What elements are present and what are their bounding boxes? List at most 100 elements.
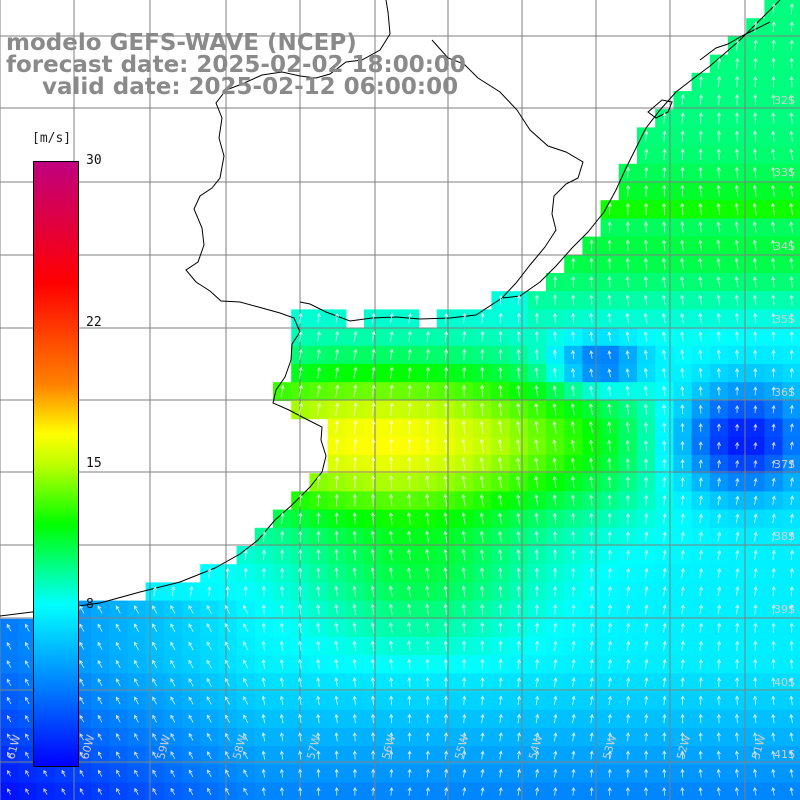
wind-arrow — [462, 384, 467, 398]
wind-speed-cell — [782, 746, 800, 765]
wind-arrow — [643, 421, 648, 433]
wind-arrow — [261, 658, 266, 669]
wind-arrow — [644, 531, 649, 542]
wind-arrow — [553, 658, 558, 670]
wind-arrow — [607, 221, 612, 233]
longitude-label: 54W — [526, 733, 545, 761]
wind-arrow — [698, 257, 703, 270]
wind-arrow — [461, 530, 466, 543]
wind-arrow — [425, 420, 430, 435]
wind-arrow — [680, 750, 685, 760]
wind-arrow — [625, 439, 630, 452]
wind-arrow — [388, 530, 393, 543]
wind-arrow — [735, 549, 740, 560]
wind-arrow — [261, 567, 266, 579]
wind-arrow — [443, 695, 448, 706]
wind-arrow — [680, 658, 685, 669]
wind-arrow — [425, 366, 430, 379]
wind-arrow — [552, 349, 557, 360]
wind-arrow — [6, 660, 12, 668]
wind-arrow — [43, 769, 48, 777]
wind-arrow — [625, 294, 630, 306]
wind-arrow — [207, 787, 212, 796]
wind-arrow — [316, 786, 321, 796]
wind-arrow — [607, 567, 612, 579]
wind-arrow — [443, 732, 449, 742]
wind-arrow — [334, 768, 339, 778]
wind-arrow — [516, 402, 521, 416]
wind-arrow — [626, 677, 631, 688]
wind-arrow — [789, 148, 794, 160]
wind-arrow — [461, 512, 466, 525]
wind-arrow — [680, 549, 685, 560]
wind-arrow — [516, 294, 521, 306]
wind-arrow — [353, 402, 358, 416]
wind-arrow — [589, 457, 594, 470]
wind-arrow — [789, 567, 794, 579]
wind-arrow — [716, 257, 721, 270]
wind-arrow — [716, 386, 721, 396]
wind-arrow — [753, 495, 758, 505]
wind-speed-cell — [236, 782, 256, 800]
wind-arrow — [298, 549, 303, 561]
wind-arrow — [316, 530, 321, 543]
colorbar-tick-label: 22 — [86, 314, 102, 330]
wind-arrow — [443, 530, 448, 543]
wind-arrow — [534, 402, 539, 416]
wind-arrow — [534, 530, 539, 543]
wind-arrow — [516, 549, 521, 561]
wind-arrow — [425, 695, 430, 706]
wind-arrow — [553, 585, 558, 597]
wind-arrow — [789, 713, 794, 724]
wind-arrow — [407, 493, 412, 507]
wind-arrow — [589, 439, 594, 452]
wind-arrow — [443, 438, 448, 453]
wind-arrow — [443, 658, 448, 670]
wind-arrow — [334, 603, 339, 615]
wind-arrow — [607, 768, 612, 778]
wind-arrow — [716, 349, 721, 360]
wind-arrow — [116, 787, 121, 795]
wind-arrow — [534, 384, 539, 397]
wind-arrow — [461, 548, 466, 561]
wind-arrow — [571, 494, 576, 506]
wind-arrow — [644, 202, 649, 216]
wind-arrow — [680, 422, 685, 433]
wind-speed-cell — [145, 782, 165, 800]
wind-arrow — [279, 750, 284, 760]
wind-arrow — [734, 221, 739, 233]
wind-arrow — [207, 751, 212, 759]
wind-arrow — [152, 751, 157, 759]
wind-arrow — [680, 312, 685, 324]
wind-arrow — [444, 366, 449, 379]
wind-arrow — [771, 112, 776, 124]
wind-arrow — [735, 567, 740, 578]
wind-speed-cell — [782, 72, 800, 92]
wind-arrow — [552, 402, 557, 416]
wind-arrow — [388, 512, 394, 525]
wind-arrow — [316, 512, 321, 525]
wind-arrow — [371, 384, 376, 398]
wind-arrow — [716, 677, 721, 688]
wind-arrow — [570, 475, 575, 488]
wind-arrow — [389, 677, 394, 688]
wind-arrow — [771, 750, 776, 760]
wind-arrow — [661, 294, 666, 306]
wind-arrow — [225, 567, 230, 579]
wind-arrow — [316, 713, 321, 724]
wind-arrow — [771, 39, 776, 51]
wind-arrow — [716, 276, 721, 288]
latitude-label: 41S — [774, 748, 795, 761]
wind-arrow — [534, 312, 539, 324]
wind-arrow — [516, 530, 521, 543]
wind-arrow — [461, 622, 466, 633]
wind-arrow — [698, 750, 703, 760]
wind-arrow — [225, 585, 230, 597]
wind-arrow — [571, 640, 576, 651]
wind-arrow — [716, 166, 721, 179]
wind-arrow — [717, 513, 722, 524]
wind-arrow — [479, 512, 484, 525]
wind-arrow — [353, 330, 358, 342]
wind-arrow — [480, 677, 485, 688]
wind-arrow — [498, 768, 503, 778]
